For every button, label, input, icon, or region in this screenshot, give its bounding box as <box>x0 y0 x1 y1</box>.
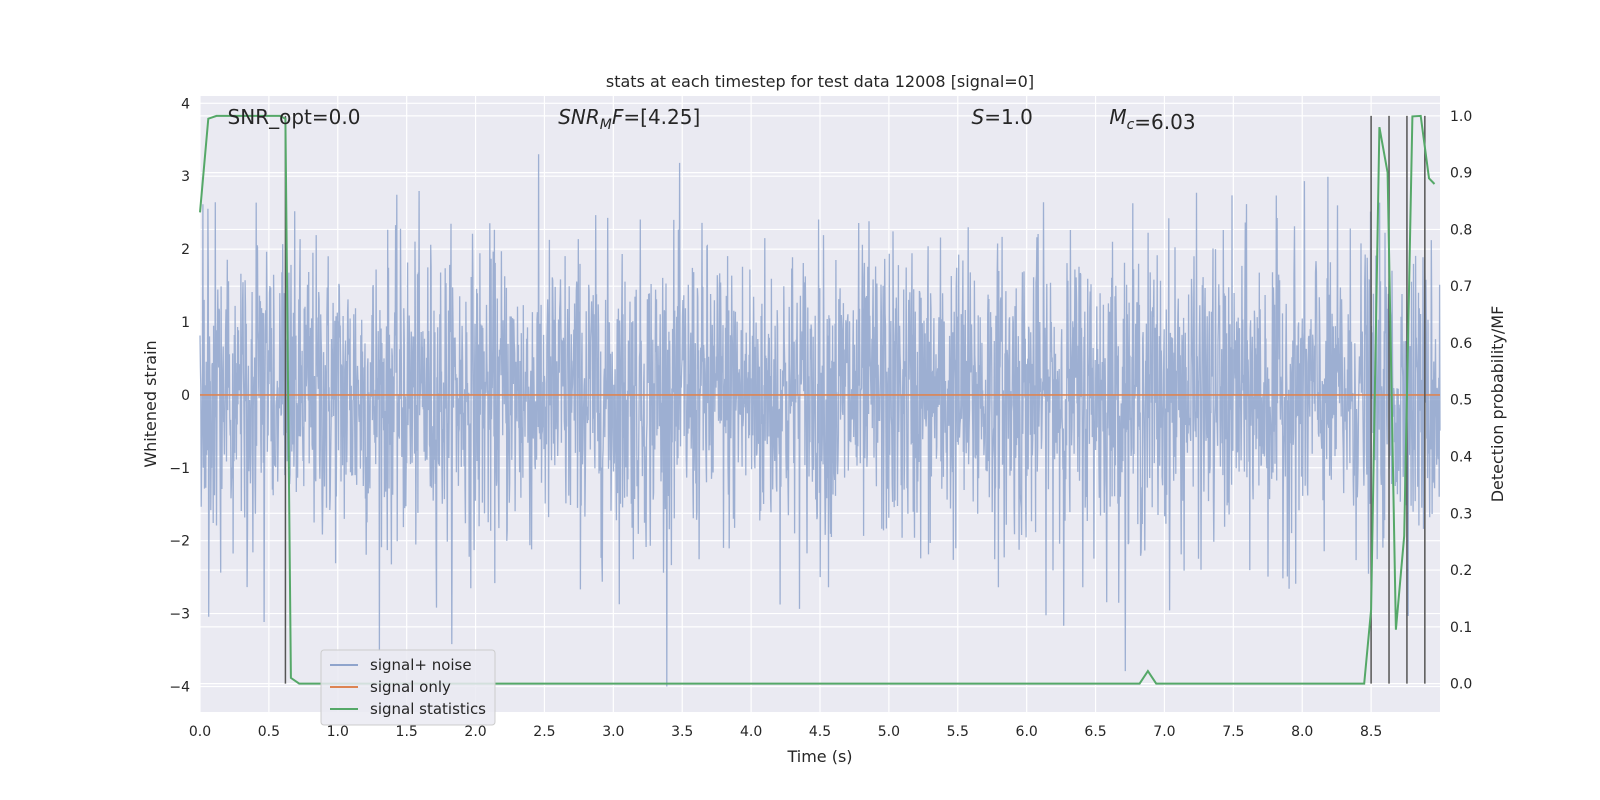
y-right-tick-label: 0.8 <box>1450 222 1472 238</box>
x-tick-label: 4.5 <box>809 724 831 740</box>
y-right-tick-label: 1.0 <box>1450 109 1472 125</box>
y-right-tick-label: 0.5 <box>1450 393 1472 409</box>
annotations: SNR_opt=0.0 SNRMF=[4.25] S=1.0 Mc=6.03 <box>228 105 1196 134</box>
x-tick-label: 3.0 <box>602 724 624 740</box>
y-tick-label: 0 <box>181 388 190 404</box>
legend-label: signal statistics <box>370 700 486 718</box>
y-right-tick-label: 0.9 <box>1450 166 1472 182</box>
y-tick-label: 1 <box>181 315 190 331</box>
legend-label: signal+ noise <box>370 656 472 674</box>
y-right-tick-label: 0.6 <box>1450 336 1472 352</box>
y-right-tick-label: 0.0 <box>1450 677 1472 693</box>
y-tick-label: −4 <box>169 679 190 695</box>
y-axis-ticks: 4 3 2 1 0 −1 −2 −3 −4 <box>169 96 190 695</box>
x-tick-label: 6.5 <box>1084 724 1106 740</box>
x-tick-label: 0.5 <box>258 724 280 740</box>
noise-trace <box>199 154 1441 687</box>
x-tick-label: 0.0 <box>189 724 211 740</box>
y-tick-label: −3 <box>169 607 190 623</box>
x-tick-label: 7.5 <box>1222 724 1244 740</box>
annotation: SNRMF=[4.25] <box>558 105 700 133</box>
signal-statistics-line <box>199 114 1436 685</box>
x-tick-label: 3.5 <box>671 724 693 740</box>
y-right-tick-label: 0.4 <box>1450 450 1472 466</box>
x-tick-label: 4.0 <box>740 724 762 740</box>
series-signal-statistics <box>199 114 1436 685</box>
y-right-axis-label: Detection probability/MF <box>1488 306 1507 503</box>
chart-title: stats at each timestep for test data 120… <box>606 72 1034 91</box>
y-right-tick-label: 0.1 <box>1450 620 1472 636</box>
x-tick-label: 8.5 <box>1360 724 1382 740</box>
legend-box <box>320 649 496 726</box>
y-right-tick-label: 0.2 <box>1450 563 1472 579</box>
x-tick-label: 6.0 <box>1016 724 1038 740</box>
annotation: Mc=6.03 <box>1109 105 1195 134</box>
y-tick-label: −2 <box>169 534 190 550</box>
x-tick-label: 8.0 <box>1291 724 1313 740</box>
series-signal-noise <box>199 154 1441 687</box>
y-tick-label: 2 <box>181 242 190 258</box>
x-tick-label: 7.0 <box>1153 724 1175 740</box>
x-axis-label: Time (s) <box>786 747 852 766</box>
x-tick-label: 5.5 <box>947 724 969 740</box>
x-tick-label: 2.0 <box>464 724 486 740</box>
annotation: SNR_opt=0.0 <box>228 105 361 129</box>
x-tick-label: 5.0 <box>878 724 900 740</box>
y-tick-label: −1 <box>169 461 190 477</box>
x-tick-label: 1.0 <box>327 724 349 740</box>
y-tick-label: 3 <box>181 169 190 185</box>
y-right-axis-ticks: 1.0 0.9 0.8 0.7 0.6 0.5 0.4 0.3 0.2 0.1 0.0 <box>1450 109 1472 693</box>
y-tick-label: 4 <box>181 96 190 112</box>
x-tick-label: 2.5 <box>533 724 555 740</box>
y-right-tick-label: 0.3 <box>1450 506 1472 522</box>
y-axis-label: Whitened strain <box>141 340 160 467</box>
y-right-tick-label: 0.7 <box>1450 279 1472 295</box>
legend-label: signal only <box>370 678 451 696</box>
x-axis-ticks: 0.0 0.5 1.0 1.5 2.0 2.5 3.0 3.5 4.0 4.5 5.0 5.5 6.0 6… <box>189 724 1382 740</box>
annotation: S=1.0 <box>972 105 1033 129</box>
x-tick-label: 1.5 <box>396 724 418 740</box>
legend: signal+ noise signal only signal statistic… <box>320 649 496 726</box>
